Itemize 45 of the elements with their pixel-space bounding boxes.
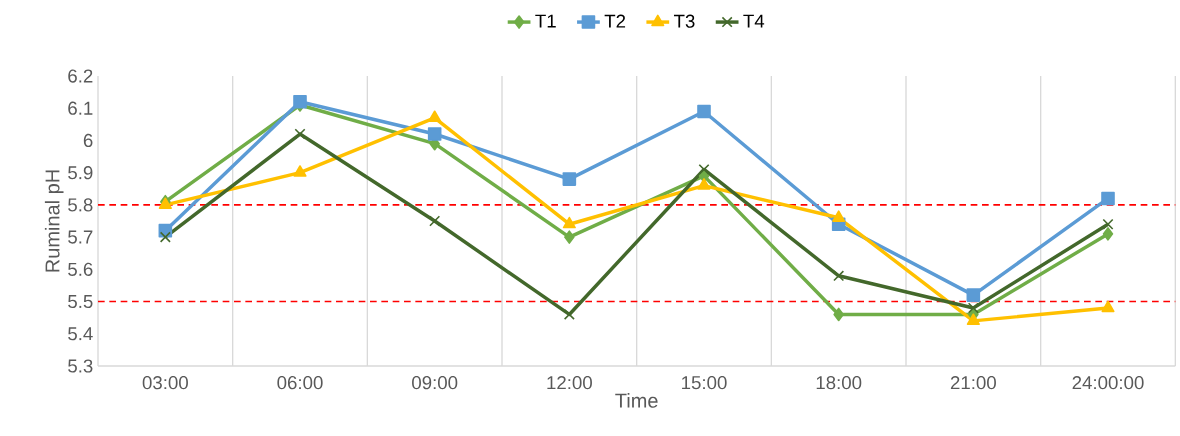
- point: [966, 288, 981, 302]
- point: [967, 302, 979, 314]
- point: [564, 230, 575, 244]
- y-axis-title: Ruminal pH: [44, 170, 64, 272]
- y-tick-label: 6.2: [68, 69, 93, 83]
- legend-label: T2: [604, 14, 626, 28]
- x-tick-label: 18:00: [816, 376, 862, 390]
- point: [293, 165, 307, 177]
- point: [427, 127, 442, 141]
- point: [833, 270, 845, 282]
- point: [832, 210, 846, 222]
- x-tick-label: 24:00:00: [1072, 376, 1144, 390]
- x-axis-title: Time: [615, 393, 658, 408]
- y-tick-label: 5.3: [68, 359, 93, 373]
- y-tick-label: 5.6: [68, 262, 93, 276]
- x-tick-label: 15:00: [682, 376, 727, 390]
- x-tick-label: 21:00: [950, 376, 996, 390]
- y-tick-label: 5.9: [68, 166, 93, 180]
- legend-label: T1: [535, 14, 556, 28]
- legend-label: T4: [743, 14, 765, 28]
- y-tick-label: 6.1: [68, 101, 93, 115]
- point: [1102, 227, 1114, 241]
- y-tick-label: 5.5: [68, 295, 93, 309]
- point: [1101, 191, 1115, 206]
- point: [966, 313, 980, 326]
- point: [428, 110, 442, 123]
- point: [697, 178, 711, 190]
- point: [698, 163, 710, 175]
- point: [159, 231, 171, 243]
- point: [562, 172, 577, 186]
- point: [833, 307, 844, 322]
- point: [1102, 218, 1114, 230]
- x-tick-label: 09:00: [412, 376, 458, 390]
- y-tick-label: 6: [83, 133, 93, 148]
- y-tick-label: 5.7: [68, 230, 93, 244]
- legend-label: T3: [673, 14, 695, 28]
- x-tick-label: 12:00: [547, 376, 592, 390]
- point: [697, 104, 711, 119]
- x-tick-label: 03:00: [142, 376, 188, 390]
- y-tick-label: 5.8: [68, 198, 93, 212]
- y-tick-label: 5.4: [68, 327, 93, 341]
- point: [293, 94, 307, 109]
- x-tick-label: 06:00: [277, 376, 323, 390]
- point: [562, 216, 576, 229]
- point: [1101, 300, 1115, 313]
